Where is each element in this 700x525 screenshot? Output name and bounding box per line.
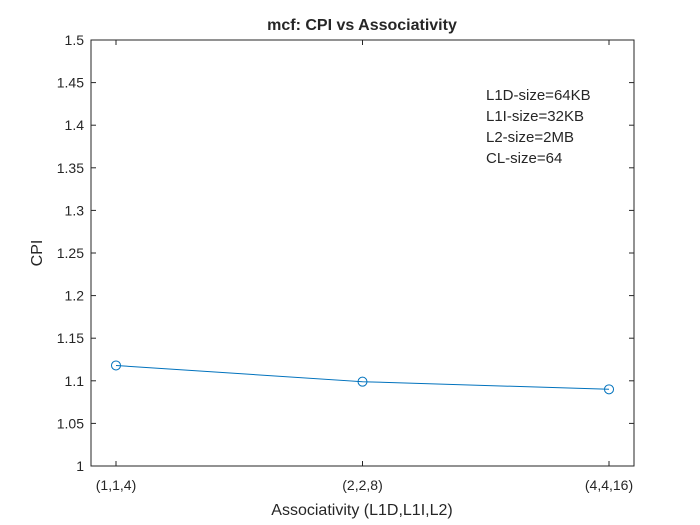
x-tick-label: (1,1,4) bbox=[96, 477, 136, 493]
annotation-box: L1D-size=64KB L1I-size=32KB L2-size=2MB … bbox=[486, 87, 591, 167]
x-axis: (1,1,4) (2,2,8) (4,4,16) bbox=[96, 40, 633, 493]
y-axis-label: CPI bbox=[29, 240, 46, 267]
data-point-marker bbox=[357, 376, 368, 387]
data-point-marker bbox=[111, 360, 121, 371]
series-layer bbox=[111, 360, 614, 395]
annotation-line-1: L1D-size=64KB bbox=[486, 87, 591, 104]
y-axis: 1 1.05 1.1 1.15 1.2 1.25 1.3 1.35 1.4 1.45 1.5 bbox=[57, 32, 634, 474]
annotation-line-4: CL-size=64 bbox=[486, 150, 562, 167]
plot-area bbox=[90, 39, 635, 467]
y-tick-label: 1.35 bbox=[57, 160, 84, 176]
annotation-line-2: L1I-size=32KB bbox=[486, 108, 584, 125]
x-axis-label: Associativity (L1D,L1I,L2) bbox=[271, 502, 452, 519]
y-tick-label: 1.1 bbox=[65, 373, 85, 389]
y-tick-label: 1.25 bbox=[57, 245, 84, 261]
annotation-line-3: L2-size=2MB bbox=[486, 129, 574, 146]
y-tick-label: 1.2 bbox=[65, 288, 85, 304]
y-tick-label: 1.15 bbox=[57, 330, 84, 346]
x-tick-label: (2,2,8) bbox=[342, 477, 382, 493]
series-line bbox=[115, 365, 610, 390]
x-tick-label: (4,4,16) bbox=[585, 477, 633, 493]
y-tick-label: 1.45 bbox=[57, 75, 84, 91]
y-tick-label: 1.5 bbox=[65, 32, 85, 48]
y-tick-label: 1.3 bbox=[65, 202, 85, 218]
data-point-marker bbox=[604, 384, 614, 395]
y-tick-label: 1 bbox=[76, 458, 84, 474]
y-tick-label: 1.05 bbox=[57, 415, 84, 431]
y-tick-label: 1.4 bbox=[65, 117, 85, 133]
chart-title: mcf: CPI vs Associativity bbox=[267, 17, 457, 34]
